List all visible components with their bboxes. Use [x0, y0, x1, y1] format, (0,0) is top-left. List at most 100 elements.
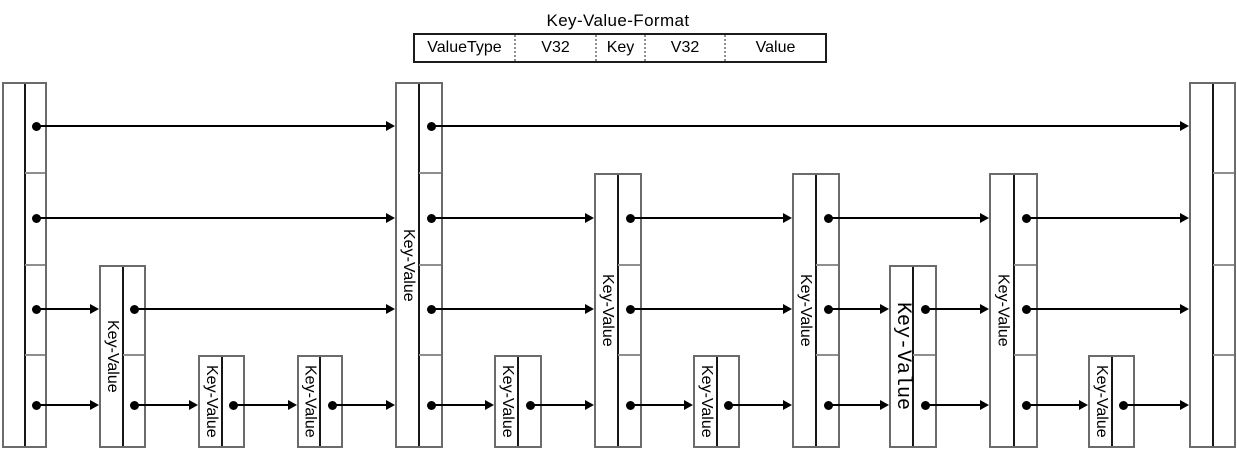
pointer-cell-divider — [1213, 354, 1234, 356]
pointer-arrow-line — [233, 404, 289, 406]
pointer-arrow-line — [431, 125, 1181, 127]
pointer-arrow-line — [36, 308, 91, 310]
node-label: Key-Value — [994, 274, 1012, 347]
node-label: Key-Value — [891, 302, 913, 411]
format-cell-value: Value — [724, 35, 825, 61]
node-column-divider — [716, 357, 718, 446]
pointer-arrowhead — [90, 304, 99, 314]
pointer-cell-divider — [25, 264, 45, 266]
pointer-arrowhead — [880, 400, 889, 410]
pointer-arrowhead — [585, 304, 594, 314]
pointer-cell-divider — [1213, 264, 1234, 266]
format-table-title: Key-Value-Format — [546, 11, 690, 30]
pointer-arrowhead — [783, 213, 792, 223]
pointer-arrow-line — [925, 308, 981, 310]
pointer-cell-divider — [25, 172, 45, 174]
pointer-arrow-line — [1026, 217, 1181, 219]
node-label-cell: Key-Value — [1090, 357, 1112, 446]
pointer-arrow-line — [1026, 308, 1181, 310]
endpoint-blank-cell — [4, 84, 25, 446]
endpoint-blank-cell — [1191, 84, 1213, 446]
pointer-arrow-line — [630, 308, 784, 310]
node-label-cell: Key-Value — [397, 84, 419, 446]
skiplist-head — [2, 82, 47, 448]
node-label: Key-Value — [400, 228, 417, 302]
pointer-arrow-line — [530, 404, 586, 406]
pointer-arrowhead — [386, 400, 395, 410]
pointer-arrow-line — [925, 404, 981, 406]
pointer-cell-divider — [816, 354, 838, 356]
node-label-cell: Key-Value — [101, 267, 123, 446]
node-label-cell: Key-Value — [299, 357, 320, 446]
pointer-cell-divider — [913, 354, 935, 356]
pointer-arrow-line — [134, 404, 190, 406]
node-label-cell: Key-Value — [695, 357, 717, 446]
node-column-divider — [221, 357, 223, 446]
node-label: Key-Value — [698, 365, 715, 438]
pointer-arrowhead — [585, 400, 594, 410]
node-label-cell: Key-Value — [496, 357, 518, 446]
pointer-arrowhead — [585, 213, 594, 223]
pointer-arrow-line — [36, 404, 91, 406]
pointer-cell-divider — [1014, 264, 1036, 266]
pointer-arrow-line — [828, 308, 881, 310]
node-column-divider — [815, 175, 817, 446]
pointer-arrow-line — [36, 125, 387, 127]
node-column-divider — [912, 267, 914, 446]
pointer-arrow-line — [728, 404, 784, 406]
pointer-arrowhead — [386, 121, 395, 131]
format-cell-valuetype: ValueType — [427, 39, 502, 56]
pointer-arrowhead — [980, 304, 989, 314]
pointer-arrowhead — [783, 304, 792, 314]
node-label: Key-Value — [301, 365, 319, 438]
pointer-cell-divider — [816, 264, 838, 266]
pointer-arrowhead — [288, 400, 297, 410]
pointer-cell-divider — [419, 354, 441, 356]
pointer-arrowhead — [1180, 213, 1189, 223]
node-column-divider — [319, 357, 321, 446]
node-label: Key-Value — [203, 365, 220, 438]
pointer-arrowhead — [386, 304, 395, 314]
pointer-arrowhead — [1180, 400, 1189, 410]
format-cell-v32: V32 — [644, 35, 724, 61]
pointer-arrowhead — [1079, 400, 1088, 410]
pointer-arrow-line — [431, 217, 586, 219]
pointer-cell-divider — [1213, 172, 1234, 174]
pointer-arrowhead — [684, 400, 693, 410]
pointer-cell-divider — [618, 264, 640, 266]
pointer-arrow-line — [1123, 404, 1181, 406]
node-label: Key-Value — [1093, 365, 1110, 438]
node-column-divider — [617, 175, 619, 446]
pointer-arrowhead — [1180, 304, 1189, 314]
pointer-arrow-line — [1026, 404, 1080, 406]
skiplist-node-kv-9: Key-Value — [889, 265, 937, 448]
pointer-arrow-line — [630, 217, 784, 219]
node-column-divider — [1111, 357, 1113, 446]
pointer-cell-divider — [25, 354, 45, 356]
format-cell-v32: V32 — [514, 35, 595, 61]
pointer-arrow-line — [36, 217, 387, 219]
pointer-arrowhead — [980, 213, 989, 223]
pointer-cell-divider — [123, 354, 144, 356]
node-label: Key-Value — [104, 320, 121, 393]
pointer-arrow-line — [431, 404, 486, 406]
pointer-arrow-line — [828, 404, 881, 406]
pointer-arrowhead — [880, 304, 889, 314]
skiplist-node-kv-5: Key-Value — [494, 355, 542, 448]
node-label-cell: Key-Value — [891, 267, 913, 446]
pointer-arrowhead — [386, 213, 395, 223]
format-table: ValueType V32 Key V32 Value — [413, 33, 827, 63]
skiplist-node-kv-7: Key-Value — [693, 355, 740, 448]
format-cell-key: Key — [595, 35, 644, 61]
pointer-arrowhead — [783, 400, 792, 410]
pointer-arrow-line — [332, 404, 387, 406]
pointer-cell-divider — [618, 354, 640, 356]
pointer-arrowhead — [189, 400, 198, 410]
skiplist-node-kv-1: Key-Value — [99, 265, 146, 448]
node-column-divider — [1013, 175, 1015, 446]
pointer-arrowhead — [1180, 121, 1189, 131]
pointer-arrow-line — [134, 308, 387, 310]
pointer-cell-divider — [1014, 354, 1036, 356]
pointer-cell-divider — [419, 172, 441, 174]
skiplist-tail — [1189, 82, 1236, 448]
